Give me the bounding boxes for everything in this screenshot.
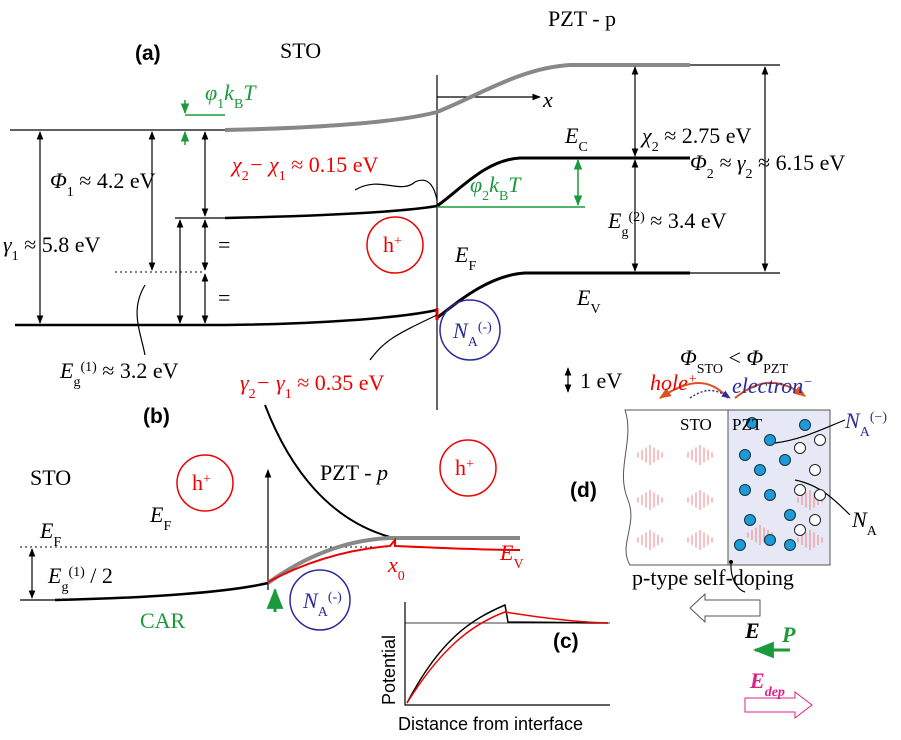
shape-path (225, 206, 437, 218)
shape-circle (765, 535, 776, 546)
caption: p-type self-doping (632, 565, 794, 590)
panel-label: (a) (135, 42, 161, 65)
acceptor-label: NA(−) (844, 408, 887, 440)
shape-circle (729, 560, 733, 564)
band-label: EF (149, 502, 171, 534)
panel-label: (c) (553, 630, 579, 653)
panel-c-shapes (405, 602, 610, 705)
shape-circle (785, 510, 796, 521)
carrier-label: hole+ (650, 370, 697, 395)
shape-path (688, 445, 712, 465)
shape-circle (795, 485, 806, 496)
acceptor-label: NA(-) (452, 318, 492, 350)
shape-path (437, 273, 690, 318)
shape-circle (800, 420, 811, 431)
shape-circle (815, 490, 826, 501)
band-label: EF (39, 518, 61, 550)
shape-path (690, 391, 730, 399)
shape-path (638, 445, 662, 465)
shape-path (15, 310, 437, 325)
energy-label: Eg(1) ≈ 3.2 eV (59, 358, 179, 390)
shape-circle (735, 540, 746, 551)
shape-circle (755, 465, 766, 476)
panel-label: (b) (143, 405, 170, 428)
panel-label: (d) (570, 479, 597, 502)
shape-path (355, 180, 437, 200)
shape-path (688, 490, 712, 510)
shape-circle (765, 435, 776, 446)
band-label: EC (564, 123, 588, 155)
field-label: E (744, 618, 760, 643)
shape-circle (815, 435, 826, 446)
shape-path (137, 285, 145, 355)
energy-label: φ2kBT (470, 172, 522, 204)
energy-label: χ2− χ1 ≈ 0.15 eV (230, 152, 379, 184)
carrier-label: h+ (192, 470, 211, 495)
field-label: Edep (749, 668, 785, 700)
shape-path (370, 315, 437, 360)
shape-path (638, 490, 662, 510)
panel-b-shapes (20, 405, 520, 630)
shape-circle (740, 450, 751, 461)
shape-circle (780, 455, 791, 466)
polarization-label: P (781, 622, 796, 647)
acceptor-label: NA(-) (302, 588, 342, 620)
band-label: EV (576, 285, 601, 317)
scale-label: 1 eV (580, 368, 622, 393)
energy-label: γ1 ≈ 5.8 eV (3, 232, 101, 264)
shape-path (407, 612, 608, 703)
diagram: (a) STO PZT - p x φ1kBT EC χ2 ≈ 2.75 eV … (0, 0, 901, 740)
region-label: STO (280, 38, 321, 63)
shape-circle (740, 485, 751, 496)
shape-circle (765, 490, 776, 501)
carrier-label: electron− (732, 373, 813, 398)
carrier-label: h+ (455, 455, 474, 480)
energy-label: γ2− γ1 ≈ 0.35 eV (240, 370, 385, 402)
axis-label: Potential (379, 635, 399, 705)
axis-label: x (542, 87, 553, 112)
energy-label: φ1kBT (205, 80, 257, 112)
shape-path (688, 530, 712, 550)
shape-path (407, 605, 608, 703)
energy-label: Φ2 ≈ γ2 ≈ 6.15 eV (690, 150, 845, 182)
acceptor-label: NA (851, 507, 878, 539)
equals-sign: = (218, 232, 230, 257)
region-label: PZT (732, 415, 763, 434)
region-label: STO (680, 415, 712, 434)
carrier-label: h+ (383, 232, 402, 257)
shape-circle (745, 515, 756, 526)
energy-label: Eg(1) / 2 (47, 563, 113, 595)
region-label: CAR (140, 608, 186, 633)
shape-circle (785, 540, 796, 551)
band-label: EV (499, 540, 524, 572)
region-label: PZT - p (548, 6, 616, 31)
shape-circle (795, 525, 806, 536)
shape-circle (810, 515, 821, 526)
region-label: STO (30, 465, 71, 490)
axis-label: Distance from interface (398, 714, 583, 734)
shape-circle (795, 443, 806, 454)
energy-label: Φ1 ≈ 4.2 eV (50, 168, 156, 200)
position-label: x0 (387, 552, 405, 584)
equals-sign: = (218, 285, 230, 310)
shape-path (638, 530, 662, 550)
energy-label: Eg(2) ≈ 3.4 eV (607, 208, 727, 240)
shape-circle (810, 465, 821, 476)
region-label: PZT - p (320, 460, 388, 485)
band-label: EF (454, 242, 476, 274)
